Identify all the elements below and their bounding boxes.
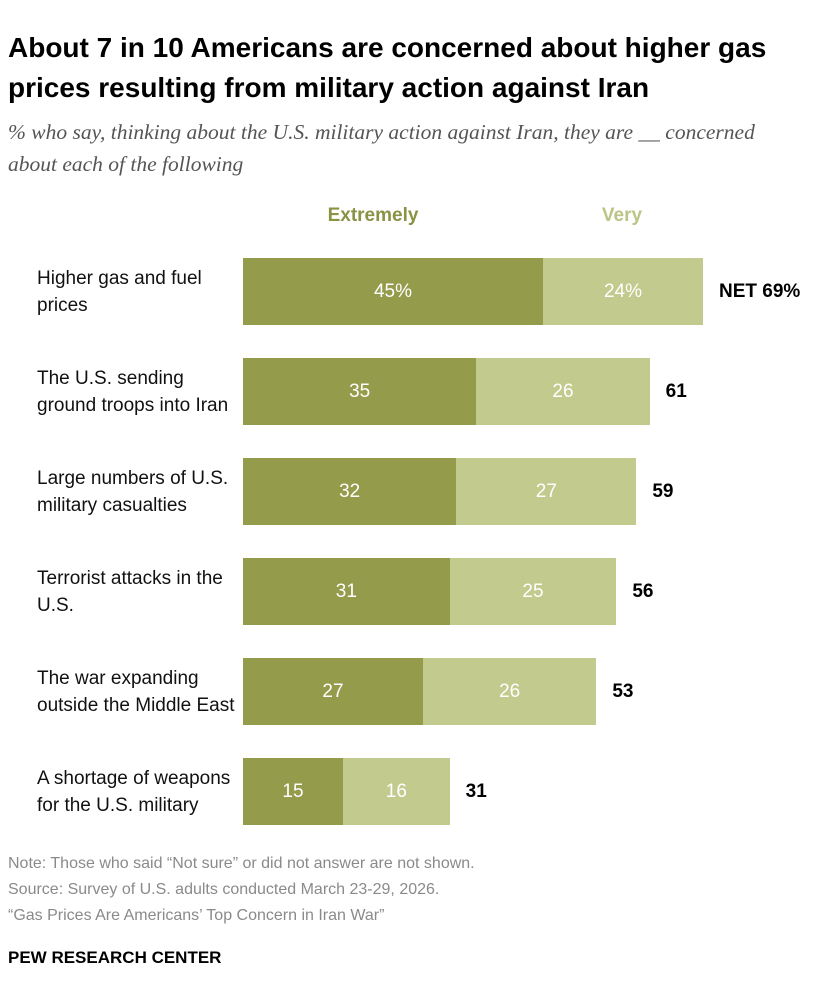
category-label: The war expanding outside the Middle Eas… bbox=[37, 667, 235, 716]
value-label: 27 bbox=[535, 480, 557, 502]
bar-segment bbox=[476, 358, 650, 425]
note: Note: Those who said “Not sure” or did n… bbox=[8, 855, 475, 872]
note: Source: Survey of U.S. adults conducted … bbox=[8, 881, 440, 898]
category-label: The U.S. sending ground troops into Iran bbox=[37, 367, 229, 416]
value-label: 16 bbox=[385, 780, 407, 802]
value-label: 26 bbox=[552, 380, 574, 402]
note: “Gas Prices Are Americans’ Top Concern i… bbox=[8, 907, 385, 924]
bar-segment bbox=[243, 458, 457, 525]
bar-segment bbox=[243, 258, 543, 325]
bar-segment bbox=[449, 558, 617, 625]
source-org: PEW RESEARCH CENTER bbox=[8, 948, 222, 967]
value-label: 32 bbox=[339, 480, 361, 502]
value-label: 26 bbox=[499, 680, 521, 702]
total-label: 53 bbox=[612, 680, 634, 702]
bar-segment bbox=[243, 558, 450, 625]
total-label: 31 bbox=[465, 780, 487, 802]
legend-label: Extremely bbox=[327, 205, 419, 226]
total-label: 59 bbox=[652, 480, 674, 502]
value-label: 15 bbox=[282, 780, 304, 802]
value-label: 27 bbox=[322, 680, 344, 702]
category-label: Higher gas and fuel prices bbox=[37, 267, 202, 316]
bar-segment bbox=[243, 758, 343, 825]
chart-subtitle: % who say, thinking about the U.S. milit… bbox=[8, 120, 755, 176]
category-label: Large numbers of U.S. military casualtie… bbox=[37, 467, 229, 516]
bar-segment bbox=[243, 358, 477, 425]
bar-segment bbox=[243, 658, 423, 725]
bar-segment bbox=[456, 458, 637, 525]
value-label: 31 bbox=[335, 580, 357, 602]
total-label: 56 bbox=[632, 580, 654, 602]
value-label: 25 bbox=[522, 580, 544, 602]
category-label: A shortage of weapons for the U.S. milit… bbox=[37, 767, 231, 816]
category-label: Terrorist attacks in the U.S. bbox=[37, 567, 223, 616]
value-label: 45% bbox=[373, 280, 413, 302]
total-label: 61 bbox=[665, 380, 687, 402]
bar-segment bbox=[343, 758, 450, 825]
value-label: 35 bbox=[349, 380, 371, 402]
chart-title: About 7 in 10 Americans are concerned ab… bbox=[8, 32, 767, 103]
total-label: NET 69% bbox=[719, 280, 801, 302]
bar-segment bbox=[543, 258, 703, 325]
bar-segment bbox=[423, 658, 597, 725]
value-label: 24% bbox=[603, 280, 643, 302]
legend-label: Very bbox=[601, 205, 643, 226]
